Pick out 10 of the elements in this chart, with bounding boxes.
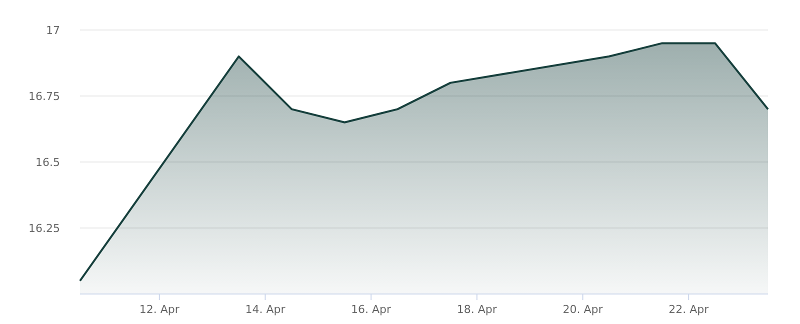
y-tick-label: 16.25 — [28, 222, 60, 235]
x-tick-label: 18. Apr — [456, 303, 498, 316]
x-tick-label: 22. Apr — [668, 303, 710, 316]
x-tick-label: 20. Apr — [562, 303, 604, 316]
x-tick-label: 14. Apr — [245, 303, 286, 316]
x-tick-label: 12. Apr — [139, 303, 180, 316]
y-tick-label: 17 — [46, 24, 60, 37]
x-tick-label: 16. Apr — [351, 303, 392, 316]
y-tick-label: 16.75 — [28, 90, 60, 103]
y-tick-label: 16.5 — [36, 156, 60, 169]
